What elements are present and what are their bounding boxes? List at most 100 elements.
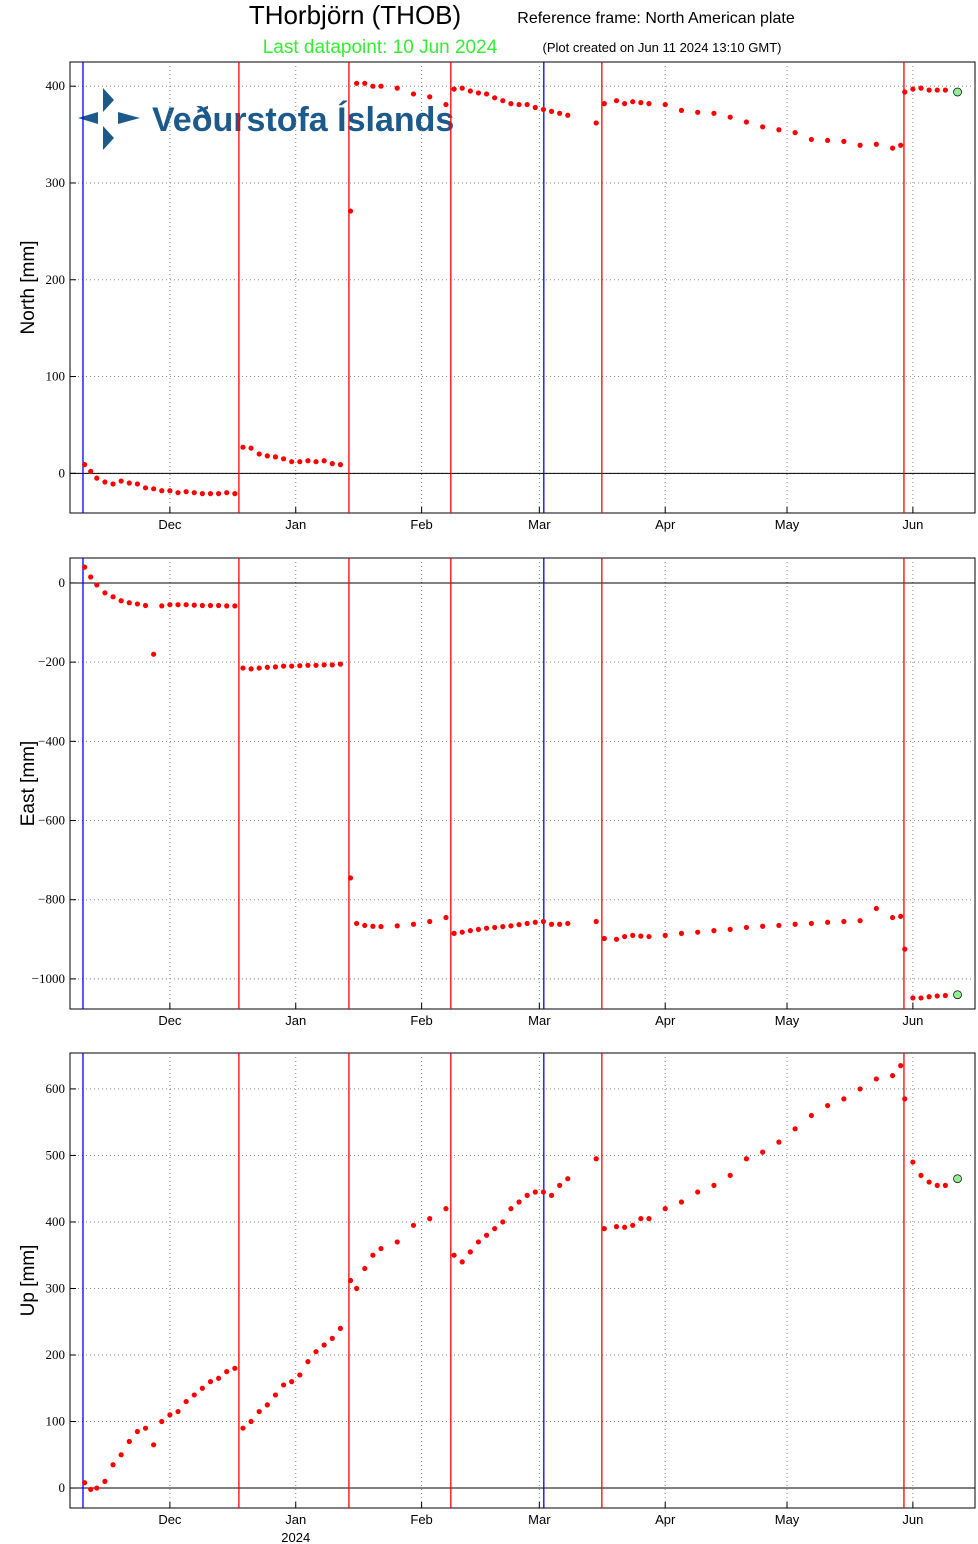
point [760, 1149, 766, 1155]
y-tick-label: 100 [46, 369, 66, 384]
x-tick-label: Mar [528, 517, 551, 532]
point [313, 662, 319, 668]
point [378, 83, 384, 89]
point [337, 462, 344, 468]
point [475, 1239, 482, 1245]
point [394, 1239, 400, 1245]
x-tick-label: Jun [902, 1512, 923, 1527]
point [678, 1199, 685, 1205]
point [532, 919, 538, 925]
point [394, 923, 400, 929]
point [873, 1076, 879, 1082]
point [889, 914, 896, 921]
point [459, 1259, 465, 1265]
point [280, 456, 287, 462]
plot-created: (Plot created on Jun 11 2024 13:10 GMT) [543, 40, 782, 55]
point [216, 491, 222, 497]
point [321, 662, 327, 668]
panel: 0 100 200 300 400 500 600 Dec Jan Feb Mar Apr May Jun… [18, 1052, 976, 1544]
point [289, 1379, 295, 1385]
x-tick-label: Dec [158, 1512, 182, 1527]
point [516, 1199, 522, 1205]
point [175, 1408, 181, 1415]
logo-text: Veðurstofa Íslands [152, 101, 454, 139]
point [216, 1375, 222, 1381]
point [500, 98, 506, 104]
point [792, 130, 798, 136]
point [889, 1073, 896, 1079]
point [808, 1112, 814, 1119]
point [467, 927, 473, 934]
point [910, 1159, 916, 1165]
point [272, 454, 279, 460]
point [808, 136, 814, 143]
point [548, 921, 555, 927]
x-tick-label: Jan [285, 517, 306, 532]
point [191, 602, 197, 608]
point [248, 666, 254, 672]
point [126, 1438, 132, 1445]
point [370, 1252, 376, 1258]
point [889, 145, 896, 151]
x-tick-label: Feb [410, 1013, 432, 1028]
point [808, 920, 814, 927]
x-tick-label: Jan [285, 1013, 306, 1028]
point [622, 1224, 628, 1230]
point [118, 1452, 124, 1458]
point [305, 1359, 311, 1365]
point [662, 932, 668, 938]
last-point [953, 990, 962, 1000]
y-tick-label: 0 [59, 1480, 66, 1495]
point [711, 927, 717, 934]
point [151, 651, 157, 657]
point [224, 603, 230, 609]
point [134, 481, 140, 487]
point [110, 481, 116, 487]
point [272, 664, 279, 670]
point [711, 1182, 717, 1188]
x-tick-label: May [775, 1512, 800, 1527]
y-tick-label: −1000 [32, 971, 65, 986]
point [443, 914, 449, 921]
point [264, 453, 270, 459]
point [142, 602, 149, 609]
point [467, 88, 473, 94]
point [841, 918, 847, 925]
point [354, 80, 360, 86]
point [82, 564, 88, 570]
point [475, 90, 482, 96]
point [102, 1478, 108, 1484]
point [662, 1206, 668, 1212]
point [370, 83, 376, 89]
point [313, 459, 319, 465]
point [321, 1342, 327, 1348]
point [347, 875, 354, 881]
point [873, 141, 879, 147]
point [232, 491, 238, 497]
point [207, 602, 214, 609]
point [646, 1216, 652, 1222]
point [662, 101, 668, 108]
x-tick-label: Feb [410, 517, 432, 532]
point [232, 1365, 238, 1371]
point [142, 1425, 149, 1431]
point [934, 993, 940, 999]
point [483, 1232, 490, 1238]
x-tick-label: Jun [902, 1013, 923, 1028]
y-tick-label: −400 [38, 733, 65, 748]
point [354, 920, 360, 927]
point [508, 923, 514, 929]
point [467, 1249, 473, 1255]
point [760, 923, 766, 929]
point [638, 933, 644, 939]
point [362, 922, 368, 929]
point [678, 107, 685, 113]
point [362, 80, 368, 86]
point [347, 208, 354, 214]
point [378, 924, 384, 930]
point [910, 86, 916, 92]
point [743, 1156, 750, 1162]
y-tick-label: 400 [46, 1214, 66, 1229]
point [264, 1402, 270, 1408]
point [256, 1408, 262, 1415]
